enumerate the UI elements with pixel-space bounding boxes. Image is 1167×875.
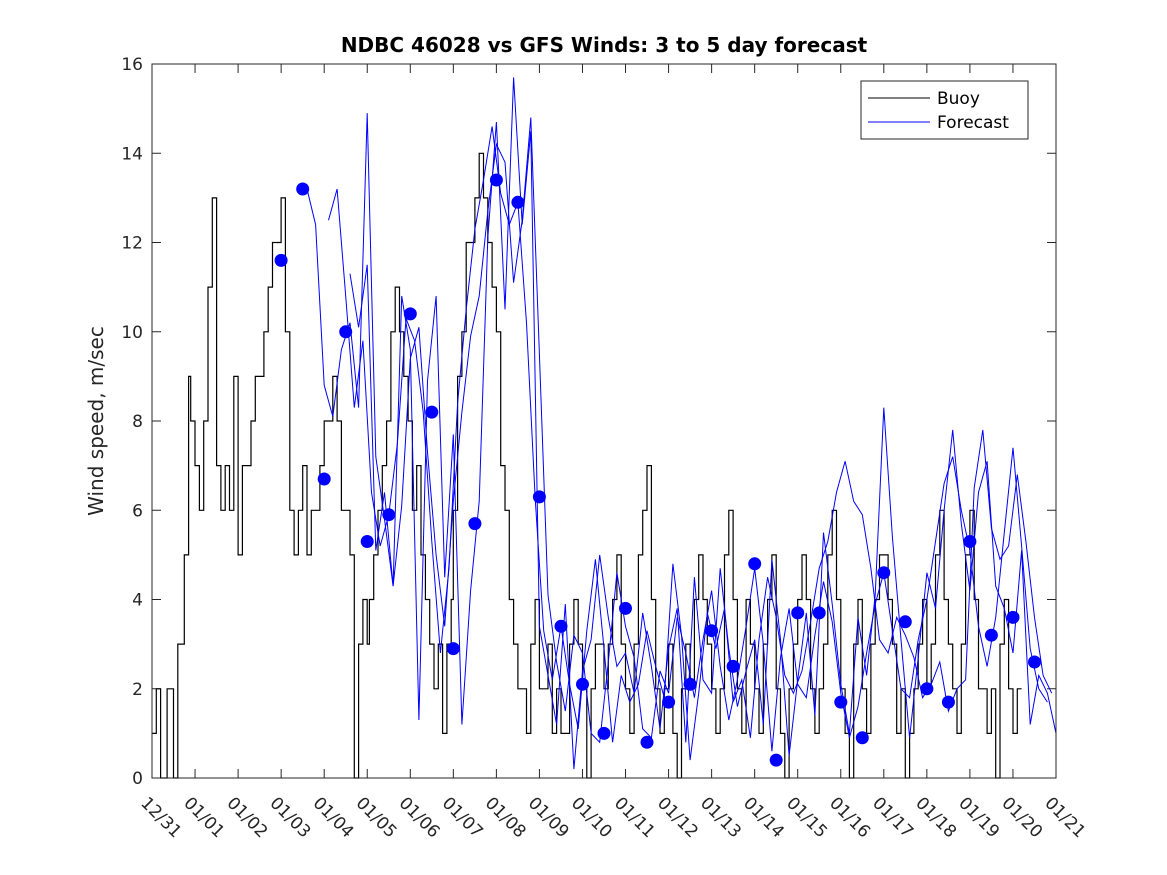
forecast-marker <box>619 601 632 615</box>
legend-buoy-label: Buoy <box>937 89 980 109</box>
legend-forecast-label: Forecast <box>937 113 1009 133</box>
y-axis-label: Wind speed, m/sec <box>84 326 108 516</box>
forecast-marker <box>576 677 589 691</box>
forecast-marker <box>705 624 719 638</box>
y-tick-label: 6 <box>132 501 143 521</box>
y-tick-label: 4 <box>132 591 143 611</box>
forecast-marker <box>360 535 374 548</box>
forecast-marker <box>769 753 783 767</box>
forecast-marker <box>511 195 525 209</box>
forecast-marker <box>791 606 805 620</box>
legend: Buoy Forecast <box>860 80 1029 140</box>
forecast-marker <box>877 566 891 580</box>
forecast-marker <box>834 695 848 709</box>
forecast-series-line-3 <box>349 77 1057 770</box>
forecast-marker <box>468 517 482 531</box>
forecast-marker <box>963 535 977 548</box>
forecast-marker <box>984 628 998 642</box>
forecast-marker <box>920 682 934 696</box>
forecast-markers <box>274 173 1041 767</box>
forecast-marker <box>296 182 310 196</box>
forecast-marker <box>532 490 546 504</box>
chart-title: NDBC 46028 vs GFS Winds: 3 to 5 day fore… <box>341 33 868 57</box>
forecast-series-line-2 <box>306 113 1048 752</box>
y-tick-label: 16 <box>121 55 143 75</box>
forecast-marker <box>489 173 503 187</box>
forecast-marker <box>662 695 676 709</box>
forecast-marker <box>425 405 439 419</box>
forecast-marker <box>446 642 460 656</box>
forecast-marker <box>1028 655 1041 669</box>
forecast-marker <box>640 735 654 749</box>
forecast-marker <box>382 508 396 522</box>
plot-frame <box>151 63 1057 779</box>
forecast-marker <box>317 472 331 486</box>
forecast-marker <box>554 619 568 633</box>
forecast-marker <box>339 325 353 339</box>
forecast-marker <box>274 253 288 267</box>
forecast-marker <box>898 615 912 629</box>
forecast-marker <box>855 731 869 745</box>
forecast-marker <box>812 606 826 620</box>
forecast-marker <box>597 726 611 740</box>
y-tick-label: 0 <box>132 769 143 789</box>
y-tick-label: 2 <box>132 680 143 700</box>
y-tick-label: 12 <box>121 234 143 254</box>
y-tick-label: 14 <box>121 144 143 164</box>
forecast-marker <box>403 307 417 321</box>
y-tick-label: 8 <box>132 412 143 432</box>
forecast-marker <box>726 659 740 673</box>
forecast-marker <box>941 695 955 709</box>
forecast-marker <box>748 557 762 571</box>
forecast-marker <box>683 677 697 691</box>
legend-box <box>860 80 1029 140</box>
y-tick-label: 10 <box>121 323 143 343</box>
forecast-marker <box>1006 610 1020 624</box>
